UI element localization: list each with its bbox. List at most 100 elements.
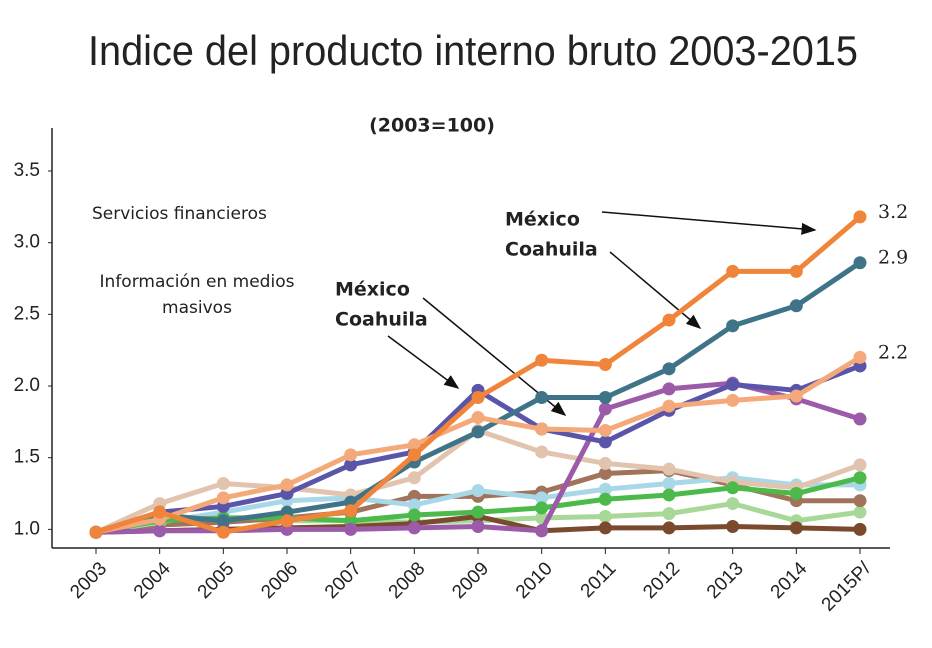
data-point: [726, 393, 740, 407]
data-point: [344, 522, 358, 536]
data-point: [535, 491, 549, 505]
data-point: [598, 435, 612, 449]
data-point: [853, 210, 867, 224]
data-point: [662, 382, 676, 396]
data-point: [598, 521, 612, 535]
data-point: [789, 299, 803, 313]
value-label: 2.2: [878, 341, 908, 363]
data-point: [598, 358, 612, 372]
data-point: [344, 504, 358, 518]
data-point: [726, 319, 740, 333]
data-point: [662, 362, 676, 376]
data-point: [535, 353, 549, 367]
data-point: [535, 422, 549, 436]
x-tick-label: 2004: [130, 558, 175, 603]
data-point: [407, 521, 421, 535]
data-point: [216, 525, 230, 539]
data-point: [89, 525, 103, 539]
data-point: [789, 521, 803, 535]
x-tick-label: 2005: [194, 558, 239, 603]
y-tick-label: 2.0: [14, 375, 40, 396]
x-tick-label: 2008: [385, 558, 430, 603]
x-tick-label: 2006: [257, 558, 302, 603]
data-point: [853, 471, 867, 485]
data-point: [662, 313, 676, 327]
x-tick-label: 2012: [639, 558, 684, 603]
y-tick-label: 3.0: [14, 232, 40, 253]
data-point: [598, 482, 612, 496]
data-point: [471, 411, 485, 425]
data-point: [853, 505, 867, 519]
data-point: [853, 494, 867, 508]
x-tick-label: 2014: [767, 558, 812, 603]
annotation: Información en medios: [100, 272, 295, 292]
y-tick-label: 1.0: [14, 518, 40, 539]
data-point: [598, 509, 612, 523]
data-point: [280, 514, 294, 528]
chart-subtitle: (2003=100): [369, 115, 495, 137]
x-tick-label: 2009: [448, 558, 493, 603]
chart-title: Indice del producto interno bruto 2003-2…: [88, 27, 858, 74]
data-point: [535, 445, 549, 459]
data-point: [662, 476, 676, 490]
annotation: México: [335, 279, 410, 301]
data-point: [153, 524, 167, 538]
data-point: [407, 448, 421, 462]
data-point: [535, 390, 549, 404]
annotation: Coahuila: [335, 309, 428, 331]
data-point: [598, 390, 612, 404]
y-tick-label: 1.5: [14, 447, 40, 468]
x-tick-label: 2015P/: [818, 558, 876, 616]
data-point: [407, 438, 421, 452]
data-point: [407, 471, 421, 485]
data-point: [853, 522, 867, 536]
data-point: [789, 264, 803, 278]
data-point: [726, 519, 740, 533]
data-point: [598, 456, 612, 470]
x-tick-label: 2013: [703, 558, 748, 603]
data-point: [662, 399, 676, 413]
data-point: [853, 412, 867, 426]
data-point: [407, 498, 421, 512]
data-point: [662, 521, 676, 535]
data-point: [598, 492, 612, 506]
data-point: [726, 264, 740, 278]
data-point: [280, 478, 294, 492]
data-point: [471, 484, 485, 498]
annotation: México: [505, 209, 580, 231]
y-tick-label: 2.5: [14, 303, 40, 324]
data-point: [153, 505, 167, 519]
data-point: [662, 462, 676, 476]
annotation: Servicios financieros: [92, 204, 267, 224]
data-point: [726, 497, 740, 511]
data-point: [535, 524, 549, 538]
data-point: [344, 458, 358, 472]
data-point: [598, 402, 612, 416]
data-point: [662, 507, 676, 521]
x-tick-label: 2003: [66, 558, 111, 603]
data-point: [853, 256, 867, 270]
data-point: [662, 488, 676, 502]
data-point: [344, 448, 358, 462]
data-point: [471, 425, 485, 439]
data-point: [853, 458, 867, 472]
y-tick-label: 3.5: [14, 160, 40, 181]
data-point: [726, 481, 740, 495]
data-point: [471, 390, 485, 404]
x-tick-label: 2010: [512, 558, 557, 603]
data-point: [407, 508, 421, 522]
annotation: Coahuila: [505, 239, 598, 261]
data-point: [598, 423, 612, 437]
data-point: [216, 476, 230, 490]
data-point: [789, 389, 803, 403]
annotation: masivos: [162, 298, 232, 318]
data-point: [216, 491, 230, 505]
value-label: 2.9: [878, 247, 908, 269]
data-point: [535, 501, 549, 515]
x-tick-label: 2011: [577, 558, 621, 602]
data-point: [789, 487, 803, 501]
x-tick-label: 2007: [321, 558, 366, 603]
data-point: [471, 519, 485, 533]
data-point: [726, 378, 740, 392]
